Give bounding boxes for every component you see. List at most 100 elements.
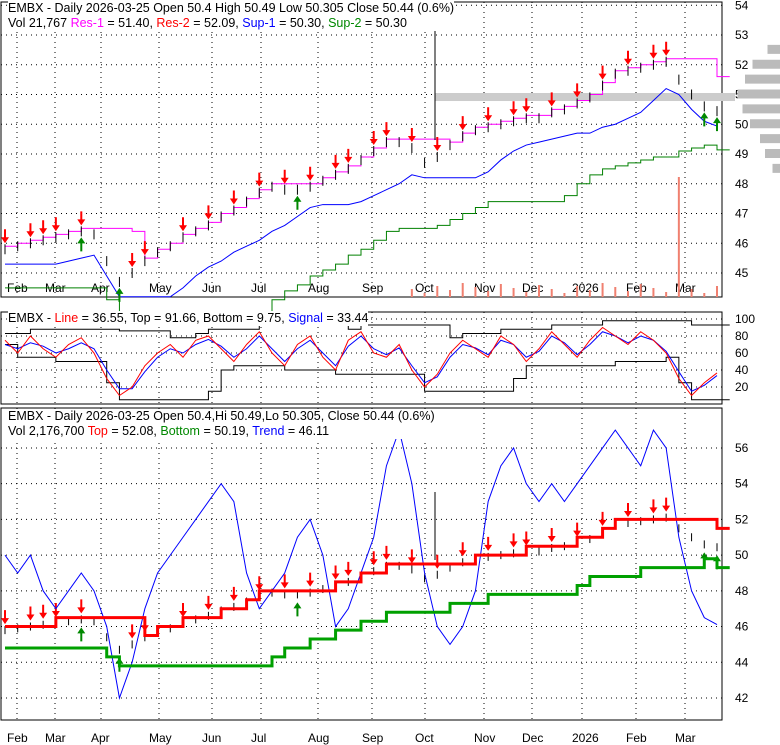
trend-label: Trend: [252, 424, 285, 438]
top-value: = 52.08,: [107, 424, 161, 438]
volume-text: Vol 21,767: [8, 16, 68, 30]
y-tick-label: 50: [735, 548, 749, 562]
panel2-prefix: EMBX -: [8, 311, 55, 325]
x-tick-label: Nov: [474, 731, 495, 745]
volume-profile-bar: [765, 149, 780, 158]
top-line: [5, 320, 730, 339]
sell-arrow-icon: [522, 98, 531, 113]
x-tick-label: Feb: [626, 731, 647, 745]
volume-bar: [665, 292, 668, 297]
x-tick-label: Jul: [251, 731, 266, 745]
volume-bar: [627, 291, 629, 297]
volume-bar: [614, 287, 617, 297]
volume-profile-bar: [737, 89, 780, 99]
volume-profile-bar: [760, 134, 780, 144]
volume-bar: [499, 284, 502, 297]
panel3-title: EMBX - Daily 2026-03-25 Open 50.4,Hi 50.…: [8, 409, 435, 423]
x-tick-label: Oct: [415, 281, 434, 295]
top-level-line: [5, 517, 730, 637]
sell-arrow-icon: [280, 169, 289, 184]
y-tick-label: 47: [735, 207, 749, 221]
y-tick-label: 100: [735, 312, 755, 326]
volume-bar: [703, 293, 706, 297]
sell-arrow-icon: [662, 41, 671, 56]
volume-bar: [716, 286, 718, 297]
line-label: Line: [54, 311, 79, 325]
x-tick-label: Sep: [362, 281, 384, 295]
sell-arrow-icon: [39, 220, 48, 235]
x-tick-label: Mar: [675, 281, 696, 295]
signal-label: Signal: [288, 311, 323, 325]
sell-arrow-icon: [77, 599, 86, 614]
sell-arrow-icon: [306, 572, 315, 587]
y-tick-label: 40: [735, 363, 749, 377]
sell-arrow-icon: [204, 205, 213, 220]
x-tick-label: Sep: [362, 731, 384, 745]
line-value: = 36.55, Top = 91.66, Bottom = 9.75,: [78, 311, 289, 325]
sell-arrow-icon: [484, 536, 493, 551]
y-tick-label: 46: [735, 236, 749, 250]
sell-arrow-icon: [204, 595, 213, 610]
volume-bar: [436, 286, 439, 297]
sup1-value: = 50.30,: [275, 16, 329, 30]
volume-bar: [410, 289, 413, 297]
sell-arrow-icon: [1, 610, 9, 625]
sell-arrow-icon: [407, 549, 416, 564]
sell-arrow-icon: [306, 166, 315, 181]
volume-bar: [652, 288, 655, 297]
sell-arrow-icon: [522, 531, 531, 546]
bottom-level-line: [5, 557, 730, 668]
y-tick-label: 45: [735, 266, 749, 280]
y-tick-label: 50: [735, 117, 749, 131]
buy-arrow-icon: [293, 602, 302, 617]
sell-arrow-icon: [331, 565, 340, 580]
sell-arrow-icon: [509, 533, 518, 548]
volume-profile-bar: [752, 59, 780, 69]
y-tick-label: 52: [735, 58, 749, 72]
bottom-label: Bottom: [160, 424, 200, 438]
sell-arrow-icon: [39, 604, 48, 619]
volume-bar: [550, 289, 553, 297]
x-tick-label: Aug: [308, 731, 329, 745]
sell-arrow-icon: [598, 65, 607, 80]
sell-arrow-icon: [624, 502, 632, 517]
y-tick-label: 53: [735, 28, 749, 42]
sell-arrow-icon: [649, 499, 658, 514]
y-tick-label: 46: [735, 620, 749, 634]
x-tick-label: May: [149, 281, 172, 295]
top-label: Top: [87, 424, 108, 438]
sell-arrow-icon: [547, 527, 556, 542]
volume-profile-bar: [742, 104, 780, 114]
signal-value: = 33.44: [322, 311, 369, 325]
sup2-label: Sup-2: [328, 16, 362, 30]
buy-arrow-icon: [293, 195, 302, 210]
volume-bar: [487, 291, 490, 297]
panel1-header: EMBX - Daily 2026-03-25 Open 50.4 High 5…: [8, 1, 455, 31]
sell-arrow-icon: [407, 128, 416, 143]
sell-arrow-icon: [547, 92, 556, 107]
volume-profile-bar: [435, 93, 735, 102]
y-tick-label: 54: [735, 0, 749, 12]
volume-bar: [449, 290, 451, 297]
res2-value: = 52.09,: [189, 16, 243, 30]
volume-profile-bar: [750, 119, 780, 129]
sell-arrow-icon: [1, 229, 9, 244]
sell-arrow-icon: [77, 211, 86, 226]
volume-profile-bar: [772, 163, 780, 173]
panel1-title: EMBX - Daily 2026-03-25 Open 50.4 High 5…: [8, 1, 455, 15]
buy-arrow-icon: [700, 112, 709, 127]
sell-arrow-icon: [255, 172, 264, 187]
x-tick-label: 2026: [572, 281, 599, 295]
trend-value: = 46.11: [284, 424, 330, 438]
res2-label: Res-2: [156, 16, 190, 30]
volume-profile-bar: [745, 74, 780, 84]
sell-arrow-icon: [280, 574, 289, 589]
sell-arrow-icon: [649, 44, 658, 59]
panel3-volume: Vol 2,176,700: [8, 424, 88, 438]
panel-3-frame: [0, 407, 723, 721]
sell-arrow-icon: [51, 602, 60, 617]
x-tick-label: Oct: [415, 731, 434, 745]
x-tick-label: Jul: [251, 281, 266, 295]
sell-arrow-icon: [573, 83, 582, 98]
